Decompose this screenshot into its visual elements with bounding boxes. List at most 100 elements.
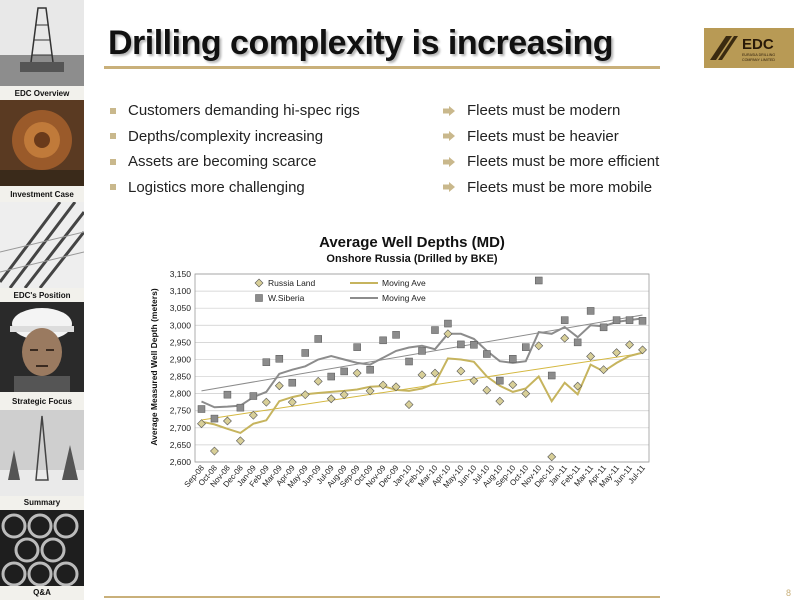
y-tick-label: 2,900 [170, 354, 192, 364]
bullet-item: Customers demanding hi-spec rigs [110, 98, 360, 124]
y-tick-label: 3,100 [170, 286, 192, 296]
bullet-item: Depths/complexity increasing [110, 124, 360, 150]
sidebar-item-label: Summary [23, 498, 61, 507]
data-points [197, 276, 647, 462]
data-point [638, 345, 647, 355]
data-point [612, 348, 621, 358]
data-point [327, 372, 335, 381]
data-point [223, 390, 232, 399]
y-tick-label: 2,850 [170, 372, 192, 382]
diamond-marker-icon [254, 278, 264, 288]
company-logo: EDC EURASIA DRILLING COMPANY LIMITED [704, 28, 794, 68]
sidebar: EDC Overview Investment Case EDC's Posit… [0, 0, 84, 600]
square-bullet-icon [110, 158, 116, 165]
y-tick-labels: 2,600 2,650 2,700 2,750 2,800 2,850 2,900 2,950… [170, 269, 192, 467]
y-tick-label: 2,950 [170, 337, 192, 347]
data-point [573, 381, 583, 391]
data-point [300, 390, 310, 400]
data-point [249, 392, 258, 400]
y-tick-label: 3,150 [170, 269, 192, 279]
plot-area-border [194, 273, 650, 463]
drilling-rig-image [0, 0, 84, 86]
data-point [599, 323, 608, 332]
arrow-bullet-icon [443, 156, 455, 167]
data-point [339, 390, 349, 400]
data-point [262, 358, 271, 366]
series-line [201, 317, 643, 409]
data-point [392, 331, 400, 339]
data-point [482, 385, 492, 395]
bullet-list-right: Fleets must be modern Fleets must be hea… [443, 98, 659, 200]
sidebar-item-label: Strategic Focus [11, 397, 72, 406]
data-point [534, 341, 544, 351]
sidebar-item-edc-overview[interactable]: EDC Overview [0, 0, 84, 100]
edc-logo-icon: EDC EURASIA DRILLING COMPANY LIMITED [710, 36, 775, 62]
data-point [404, 400, 414, 409]
logo-text: EDC [742, 36, 774, 53]
page-number: 8 [786, 588, 792, 598]
page-title: Drilling complexity is increasing [108, 24, 614, 62]
sidebar-item-investment-case[interactable]: Investment Case [0, 100, 84, 202]
data-point [560, 333, 570, 343]
sidebar-item-strategic-focus[interactable]: Strategic Focus [0, 302, 84, 410]
data-point [197, 405, 206, 413]
bullet-item: Fleets must be modern [443, 98, 659, 124]
data-point [236, 403, 245, 412]
data-point [288, 378, 297, 387]
data-point [210, 414, 219, 423]
data-point [405, 357, 413, 366]
svg-text:Moving Ave: Moving Ave [382, 278, 426, 288]
data-point [431, 326, 439, 334]
chart-subtitle: Onshore Russia (Drilled by BKE) [326, 253, 497, 265]
svg-text:W.Siberia: W.Siberia [268, 293, 305, 303]
sidebar-item-summary[interactable]: Summary [0, 410, 84, 510]
square-bullet-icon [110, 133, 116, 140]
data-point [352, 368, 362, 378]
bullet-list-left: Customers demanding hi-spec rigs Depths/… [110, 98, 360, 200]
data-point [379, 336, 387, 345]
sidebar-item-qa[interactable]: Q&A [0, 510, 84, 600]
bullet-item: Fleets must be heavier [443, 124, 659, 150]
data-point [314, 335, 322, 343]
y-tick-label: 2,750 [170, 406, 192, 416]
data-point [547, 371, 556, 380]
svg-text:Moving Ave: Moving Ave [382, 293, 426, 303]
data-point [443, 329, 453, 339]
logo-subtext: COMPANY LIMITED [742, 58, 775, 62]
y-tick-label: 3,000 [170, 320, 192, 330]
data-point [509, 355, 517, 363]
footer-divider [104, 596, 660, 598]
bullet-item: Assets are becoming scarce [110, 149, 360, 175]
square-marker-icon [255, 294, 263, 302]
data-point [210, 446, 219, 456]
data-point [638, 317, 647, 325]
legend-w-siberia: W.Siberia [255, 293, 305, 303]
worker-hardhat-image [0, 302, 84, 392]
data-point [573, 338, 582, 347]
sidebar-item-edcs-position[interactable]: EDC's Position [0, 202, 84, 302]
data-point [612, 316, 621, 324]
moving-average-lines [201, 317, 643, 435]
sidebar-item-label: Investment Case [10, 190, 74, 199]
data-point [197, 419, 206, 429]
data-point [444, 319, 452, 328]
data-point [625, 316, 634, 324]
chart-title: Average Well Depths (MD) [319, 234, 505, 251]
square-bullet-icon [110, 184, 116, 191]
data-point [483, 350, 491, 358]
arrow-bullet-icon [443, 105, 455, 116]
data-point [287, 397, 297, 407]
bullet-item: Logistics more challenging [110, 175, 360, 201]
data-point [417, 370, 427, 380]
x-tick-labels: Sep-08Oct-08Nov-08Dec-08Jan-09Feb-09Mar-… [183, 463, 648, 490]
well-depth-chart: Average Well Depths (MD) Onshore Russia … [149, 234, 650, 490]
staircase-image [0, 202, 84, 288]
data-point [469, 376, 479, 386]
data-point [457, 340, 465, 349]
bullet-item: Fleets must be more efficient [443, 149, 659, 175]
data-point [418, 347, 426, 355]
data-point [391, 382, 401, 392]
y-tick-label: 2,650 [170, 440, 192, 450]
sidebar-item-label: EDC's Position [13, 291, 71, 300]
data-point [496, 376, 504, 385]
